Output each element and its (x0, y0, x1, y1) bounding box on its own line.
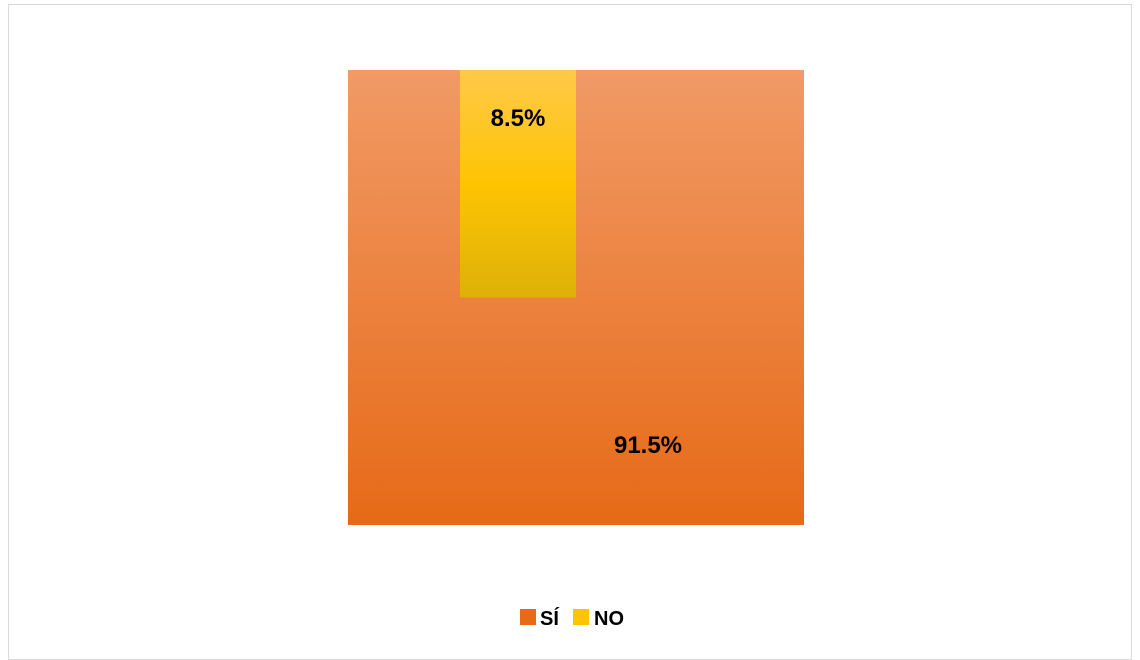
legend-label: SÍ (540, 607, 559, 630)
legend-item-si: SÍ (520, 607, 559, 630)
legend-label: NO (594, 608, 624, 630)
legend-item-no: NO (573, 608, 624, 630)
legend-swatch (573, 609, 589, 625)
data-label-no: 8.5% (491, 105, 546, 132)
legend-swatch (520, 609, 536, 625)
tile-no (460, 70, 576, 298)
data-label-si: 91.5% (614, 432, 682, 459)
